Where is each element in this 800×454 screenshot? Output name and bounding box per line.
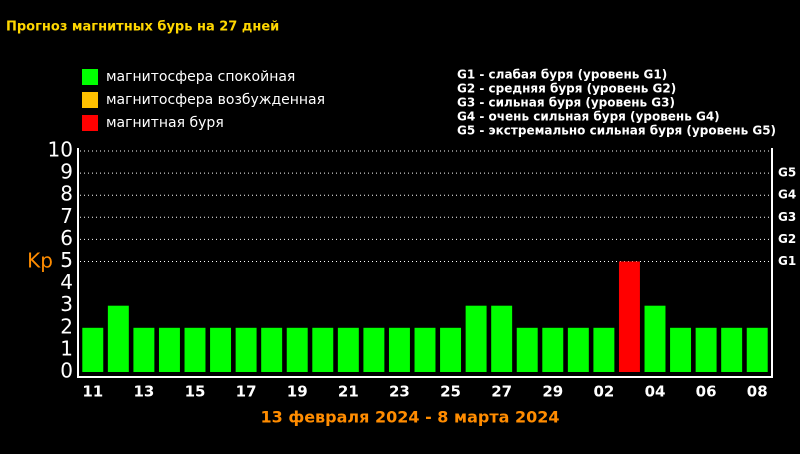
bar [133,327,155,372]
legend-swatch [82,69,98,85]
legend-swatch [82,115,98,131]
bar [235,327,257,372]
x-tick-label: 17 [236,383,257,401]
bar [618,261,640,372]
note: G2 - средняя буря (уровень G2) [457,82,676,96]
x-tick-label: 15 [185,383,206,401]
x-tick-label: 25 [440,383,461,401]
bar [363,327,385,372]
bar [567,327,589,372]
y-tick-label: 8 [60,182,73,206]
y2-tick-label: G3 [778,210,796,224]
y-tick-label: 9 [60,160,73,184]
y-tick-label: 10 [48,138,73,162]
x-tick-label: 13 [133,383,154,401]
x-tick-label: 08 [747,383,768,401]
y-tick-label: 2 [60,314,73,338]
bar [312,327,334,372]
x-axis-label: 13 февраля 2024 - 8 марта 2024 [260,408,559,427]
note: G3 - сильная буря (уровень G3) [457,96,675,110]
y-tick-label: 1 [60,336,73,360]
legend-label: магнитосфера возбужденная [106,92,325,108]
bar [491,305,513,372]
x-tick-label: 02 [593,383,614,401]
note: G5 - экстремально сильная буря (уровень … [457,124,776,138]
bar [440,327,462,372]
x-tick-label: 06 [696,383,717,401]
x-tick-label: 11 [82,383,103,401]
legend-swatch [82,92,98,108]
bar [82,327,104,372]
legend-label: магнитосфера спокойная [106,69,295,85]
bar [670,327,692,372]
y-tick-label: 7 [60,204,73,228]
y2-tick-label: G4 [778,188,796,202]
y-tick-label: 0 [60,359,73,383]
bar [286,327,308,372]
bar [695,327,717,372]
chart-title: Прогноз магнитных бурь на 27 дней [6,20,279,35]
x-tick-label: 27 [491,383,512,401]
y-tick-label: 3 [60,292,73,316]
bar [465,305,487,372]
bar [516,327,538,372]
bar [388,327,410,372]
bar [593,327,615,372]
x-tick-label: 21 [338,383,359,401]
x-tick-label: 19 [287,383,308,401]
x-tick-label: 23 [389,383,410,401]
note: G1 - слабая буря (уровень G1) [457,68,667,82]
y-tick-label: 6 [60,226,73,250]
bar [107,305,129,372]
bar [746,327,768,372]
axis-frame [77,148,773,378]
bar [184,327,206,372]
bar [644,305,666,372]
y-tick-label: 4 [60,270,73,294]
y2-tick-label: G5 [778,166,796,180]
y-axis-label: Kp [27,249,53,273]
bar [414,327,436,372]
y-tick-label: 5 [60,248,73,272]
note: G4 - очень сильная буря (уровень G4) [457,110,720,124]
bar [210,327,232,372]
bar [337,327,359,372]
y2-tick-label: G2 [778,232,796,246]
x-tick-label: 04 [645,383,666,401]
bar [158,327,180,372]
frame [77,148,773,378]
bar [261,327,283,372]
legend-label: магнитная буря [106,115,224,131]
y2-tick-label: G1 [778,254,796,268]
x-tick-label: 29 [542,383,563,401]
bar [721,327,743,372]
bar [542,327,564,372]
